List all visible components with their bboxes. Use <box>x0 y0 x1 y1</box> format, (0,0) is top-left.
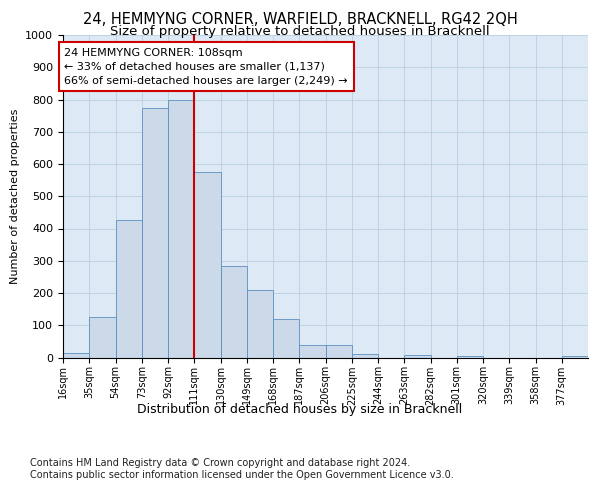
Bar <box>404 355 431 358</box>
Bar <box>247 290 273 358</box>
Text: Contains public sector information licensed under the Open Government Licence v3: Contains public sector information licen… <box>30 470 454 480</box>
Text: Contains HM Land Registry data © Crown copyright and database right 2024.: Contains HM Land Registry data © Crown c… <box>30 458 410 468</box>
Y-axis label: Number of detached properties: Number of detached properties <box>10 108 20 284</box>
Bar <box>299 345 325 358</box>
Text: Size of property relative to detached houses in Bracknell: Size of property relative to detached ho… <box>110 25 490 38</box>
Text: Distribution of detached houses by size in Bracknell: Distribution of detached houses by size … <box>137 402 463 415</box>
Bar <box>273 319 299 358</box>
Bar <box>63 352 89 358</box>
Text: 24 HEMMYNG CORNER: 108sqm
← 33% of detached houses are smaller (1,137)
66% of se: 24 HEMMYNG CORNER: 108sqm ← 33% of detac… <box>64 48 348 86</box>
Bar <box>89 317 115 358</box>
Bar <box>115 220 142 358</box>
Bar <box>142 108 168 358</box>
Bar <box>194 172 221 358</box>
Bar <box>168 100 194 358</box>
Bar <box>325 345 352 358</box>
Bar <box>221 266 247 358</box>
Bar <box>457 356 483 358</box>
Text: 24, HEMMYNG CORNER, WARFIELD, BRACKNELL, RG42 2QH: 24, HEMMYNG CORNER, WARFIELD, BRACKNELL,… <box>83 12 517 26</box>
Bar <box>352 354 378 358</box>
Bar <box>562 356 588 358</box>
